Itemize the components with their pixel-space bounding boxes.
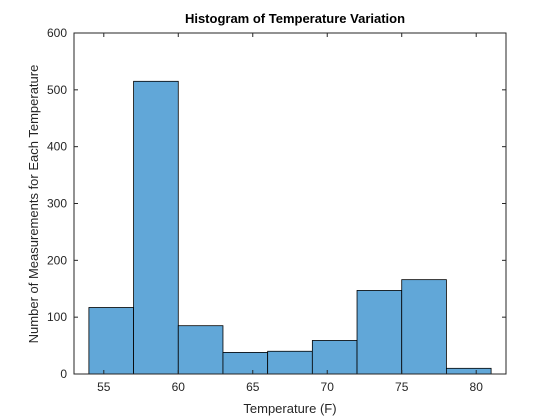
y-tick-label: 200 bbox=[47, 253, 67, 267]
histogram-bar bbox=[311, 340, 358, 375]
x-tick-label: 75 bbox=[395, 380, 409, 394]
y-tick-label: 300 bbox=[47, 197, 67, 211]
y-tick-label: 600 bbox=[47, 26, 67, 40]
bars-group bbox=[88, 80, 492, 375]
histogram-bar bbox=[267, 350, 313, 375]
y-tick-label: 0 bbox=[60, 367, 67, 381]
histogram-bar bbox=[222, 352, 269, 375]
x-tick-label: 70 bbox=[321, 380, 335, 394]
x-tick-label: 80 bbox=[470, 380, 484, 394]
y-tick-label: 100 bbox=[47, 310, 67, 324]
x-tick-label: 65 bbox=[246, 380, 260, 394]
histogram-bar bbox=[446, 367, 492, 375]
x-axis-label: Temperature (F) bbox=[243, 401, 336, 416]
histogram-bar bbox=[177, 325, 224, 375]
x-tick-label: 60 bbox=[172, 380, 186, 394]
histogram-bar bbox=[401, 279, 447, 375]
histogram-bar bbox=[88, 307, 134, 375]
y-tick-label: 500 bbox=[47, 83, 67, 97]
axes-group: 55 60 65 70 75 80 0 100 200 300 400 500 600 bbox=[47, 26, 507, 394]
x-tick-label: 55 bbox=[97, 380, 111, 394]
y-tick-label: 400 bbox=[47, 140, 67, 154]
histogram-bar bbox=[356, 290, 403, 375]
y-axis-label: Number of Measurements for Each Temperat… bbox=[26, 65, 41, 344]
histogram-bar bbox=[133, 80, 179, 375]
chart-title: Histogram of Temperature Variation bbox=[185, 11, 405, 26]
